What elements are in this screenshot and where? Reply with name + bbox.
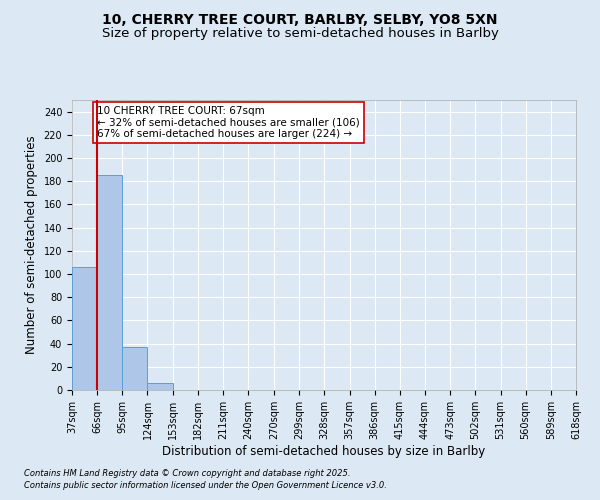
Text: Contains public sector information licensed under the Open Government Licence v3: Contains public sector information licen… <box>24 481 387 490</box>
Text: Size of property relative to semi-detached houses in Barlby: Size of property relative to semi-detach… <box>101 28 499 40</box>
Bar <box>122 347 148 390</box>
Text: 10 CHERRY TREE COURT: 67sqm
← 32% of semi-detached houses are smaller (106)
67% : 10 CHERRY TREE COURT: 67sqm ← 32% of sem… <box>97 106 360 139</box>
Bar <box>72 267 97 390</box>
Text: 10, CHERRY TREE COURT, BARLBY, SELBY, YO8 5XN: 10, CHERRY TREE COURT, BARLBY, SELBY, YO… <box>102 12 498 26</box>
X-axis label: Distribution of semi-detached houses by size in Barlby: Distribution of semi-detached houses by … <box>163 444 485 458</box>
Text: Contains HM Land Registry data © Crown copyright and database right 2025.: Contains HM Land Registry data © Crown c… <box>24 468 350 477</box>
Y-axis label: Number of semi-detached properties: Number of semi-detached properties <box>25 136 38 354</box>
Bar <box>97 176 122 390</box>
Bar <box>148 383 173 390</box>
